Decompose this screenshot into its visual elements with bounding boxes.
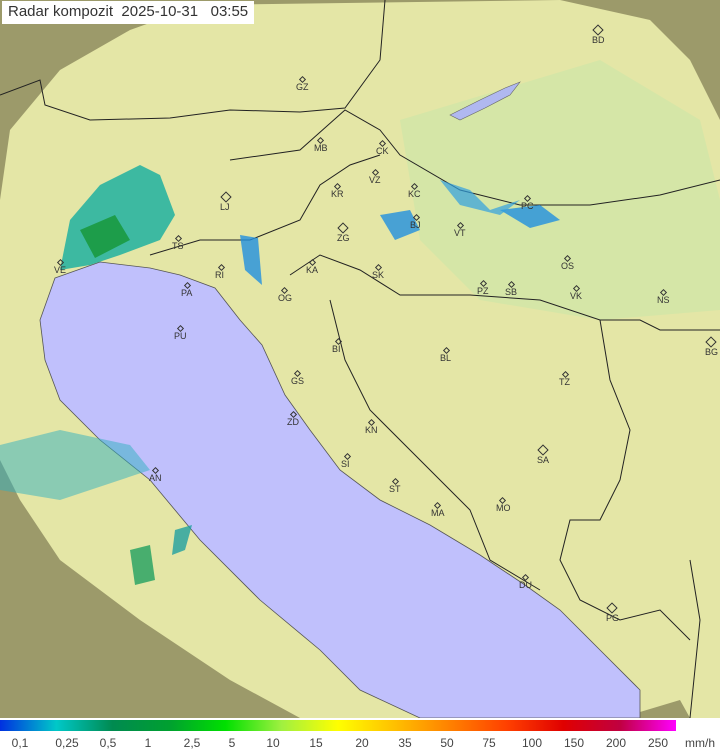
city-label: MB: [314, 143, 328, 153]
city-label: KC: [408, 189, 421, 199]
legend-label: 250: [647, 736, 669, 750]
legend-label: 0,1: [11, 736, 29, 750]
city-label: VT: [454, 228, 466, 238]
city-label: LJ: [220, 202, 230, 212]
legend-label: 0,5: [99, 736, 117, 750]
city-label: GZ: [296, 82, 309, 92]
city-label: RI: [215, 270, 224, 280]
city-label: KR: [331, 189, 344, 199]
city-label: KA: [306, 265, 319, 275]
city-label: BG: [705, 347, 719, 357]
legend-label: 1: [144, 736, 152, 750]
city-label: VE: [54, 265, 67, 275]
legend-labels: 0,1 0,25 0,5 1 2,5 5 10 15 20 35 50 75 100 150 200 250 m…: [0, 736, 720, 751]
city-label: BD: [592, 35, 605, 45]
city-label: PU: [174, 331, 187, 341]
city-label: SK: [372, 270, 385, 280]
legend-label: 150: [563, 736, 585, 750]
legend-label: 75: [482, 736, 496, 750]
city-label: PA: [181, 288, 193, 298]
legend-color-bar: [0, 720, 676, 731]
city-label: BL: [440, 353, 452, 363]
legend-label: 100: [521, 736, 543, 750]
legend-label: 15: [309, 736, 323, 750]
city-label: PZ: [477, 286, 489, 296]
city-label: TZ: [559, 377, 570, 387]
city-label: CK: [376, 146, 389, 156]
city-label: OG: [278, 293, 293, 303]
city-label: ZG: [337, 233, 350, 243]
legend-label: 5: [228, 736, 236, 750]
city-label: TS: [172, 241, 184, 251]
city-label: VZ: [369, 175, 381, 185]
legend-label: 10: [266, 736, 280, 750]
legend-label: 35: [398, 736, 412, 750]
city-label: SI: [341, 459, 350, 469]
city-label: AN: [149, 473, 162, 483]
legend-unit: mm/h: [685, 736, 715, 750]
legend-label: 2,5: [183, 736, 201, 750]
city-label: KN: [365, 425, 378, 435]
city-label: SB: [505, 287, 518, 297]
lake-balaton: [449, 81, 521, 121]
green-lowlands: [400, 60, 720, 320]
city-label: DU: [519, 580, 532, 590]
city-label: NS: [657, 295, 670, 305]
city-label: MO: [496, 503, 511, 513]
map-title: Radar kompozit 2025-10-31 03:55: [2, 1, 255, 24]
city-label: BI: [332, 344, 341, 354]
country-borders: [0, 0, 720, 718]
city-label: VK: [570, 291, 583, 301]
city-label: SA: [537, 455, 550, 465]
city-label: ZD: [287, 417, 299, 427]
map-canvas: [0, 0, 720, 718]
city-label: OS: [561, 261, 575, 271]
city-label: ST: [389, 484, 401, 494]
legend-label: 50: [440, 736, 454, 750]
city-label: MA: [431, 508, 445, 518]
legend-label: 200: [605, 736, 627, 750]
city-label: PG: [606, 613, 620, 623]
radar-map[interactable]: BD GZ MB CK VZ KR KC LJ PC BJ VT ZG TS VE RI KA SK OS PA OG…: [0, 0, 720, 718]
city-label: PC: [521, 201, 534, 211]
city-label: BJ: [410, 220, 421, 230]
city-label: GS: [291, 376, 305, 386]
legend-label: 0,25: [55, 736, 79, 750]
precipitation-echoes: [0, 165, 560, 585]
legend-label: 20: [355, 736, 369, 750]
